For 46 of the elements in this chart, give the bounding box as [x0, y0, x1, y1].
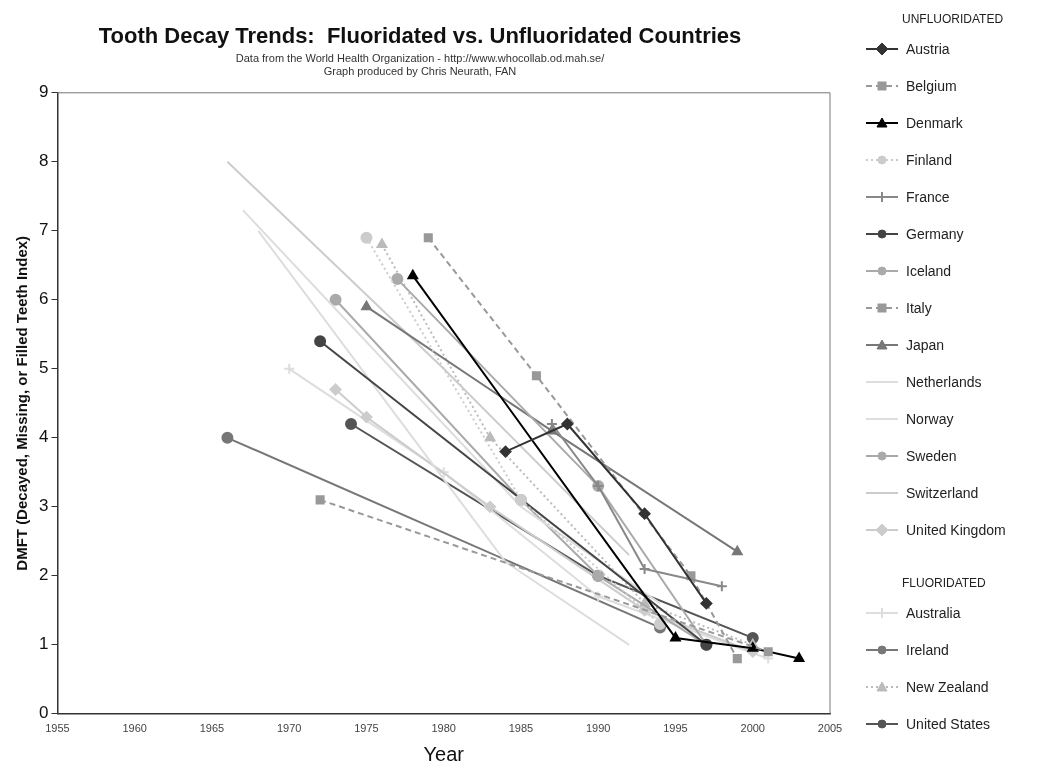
x-tick-label: 1990 — [585, 722, 611, 735]
legend-label: Finland — [906, 152, 952, 168]
legend-label: New Zealand — [906, 679, 989, 695]
x-tick-label: 1995 — [663, 722, 688, 735]
legend-label: Ireland — [906, 642, 949, 658]
y-tick-label: 7 — [38, 220, 49, 240]
x-tick-label: 1960 — [122, 722, 147, 735]
text: FLUORIDATED — [902, 576, 987, 590]
y-axis-title: DMFT (Decayed, Missing, or Filled Teeth Index) — [13, 235, 31, 571]
legend-label: United Kingdom — [906, 522, 1006, 538]
x-tick-label: 1985 — [508, 722, 534, 735]
y-tick-label: 4 — [38, 427, 49, 447]
text: Graph produced by Chris Neurath, FAN — [323, 65, 517, 78]
legend-label: Iceland — [906, 263, 952, 279]
legend-label: Italy — [906, 300, 932, 316]
y-tick-label: 3 — [38, 496, 49, 516]
y-tick-label: 0 — [38, 703, 49, 723]
legend-label: United States — [906, 716, 991, 732]
chart-subtitle: Data from the World Health Organization - http://www.whocollab.od.mah.se/ — [235, 52, 606, 65]
y-tick-label: 6 — [38, 289, 49, 309]
chart-title: Tooth Decay Trends: Fluoridated vs. Unfluoridated Countries — [98, 23, 742, 49]
legend-label: Netherlands — [906, 374, 982, 390]
x-tick-label: 1965 — [199, 722, 225, 735]
y-tick-label: 2 — [38, 565, 49, 585]
y-tick-label: 1 — [38, 634, 49, 654]
x-tick-label: 1975 — [354, 722, 379, 735]
x-tick-label: 1970 — [276, 722, 302, 735]
x-tick-label: 2000 — [740, 722, 765, 735]
legend-label: Australia — [906, 605, 961, 621]
y-tick-label: 5 — [38, 358, 49, 378]
legend-label: Switzerland — [906, 485, 979, 501]
legend-title: UNFLUORIDATED — [902, 12, 1005, 26]
x-tick-label: 1955 — [45, 722, 70, 735]
legend-label: Japan — [906, 337, 945, 353]
x-tick-label: 2005 — [817, 722, 843, 735]
legend-label: Denmark — [906, 115, 963, 131]
y-tick-label: 9 — [38, 82, 49, 102]
legend-label: France — [906, 189, 950, 205]
legend-label: Austria — [906, 41, 950, 57]
x-axis-title: Year — [423, 742, 465, 765]
legend-label: Sweden — [906, 448, 957, 464]
x-tick-label: 1980 — [431, 722, 456, 735]
legend-label: Norway — [906, 411, 954, 427]
legend-label: Germany — [906, 226, 964, 242]
y-tick-label: 8 — [38, 151, 49, 171]
legend-label: Belgium — [906, 78, 957, 94]
